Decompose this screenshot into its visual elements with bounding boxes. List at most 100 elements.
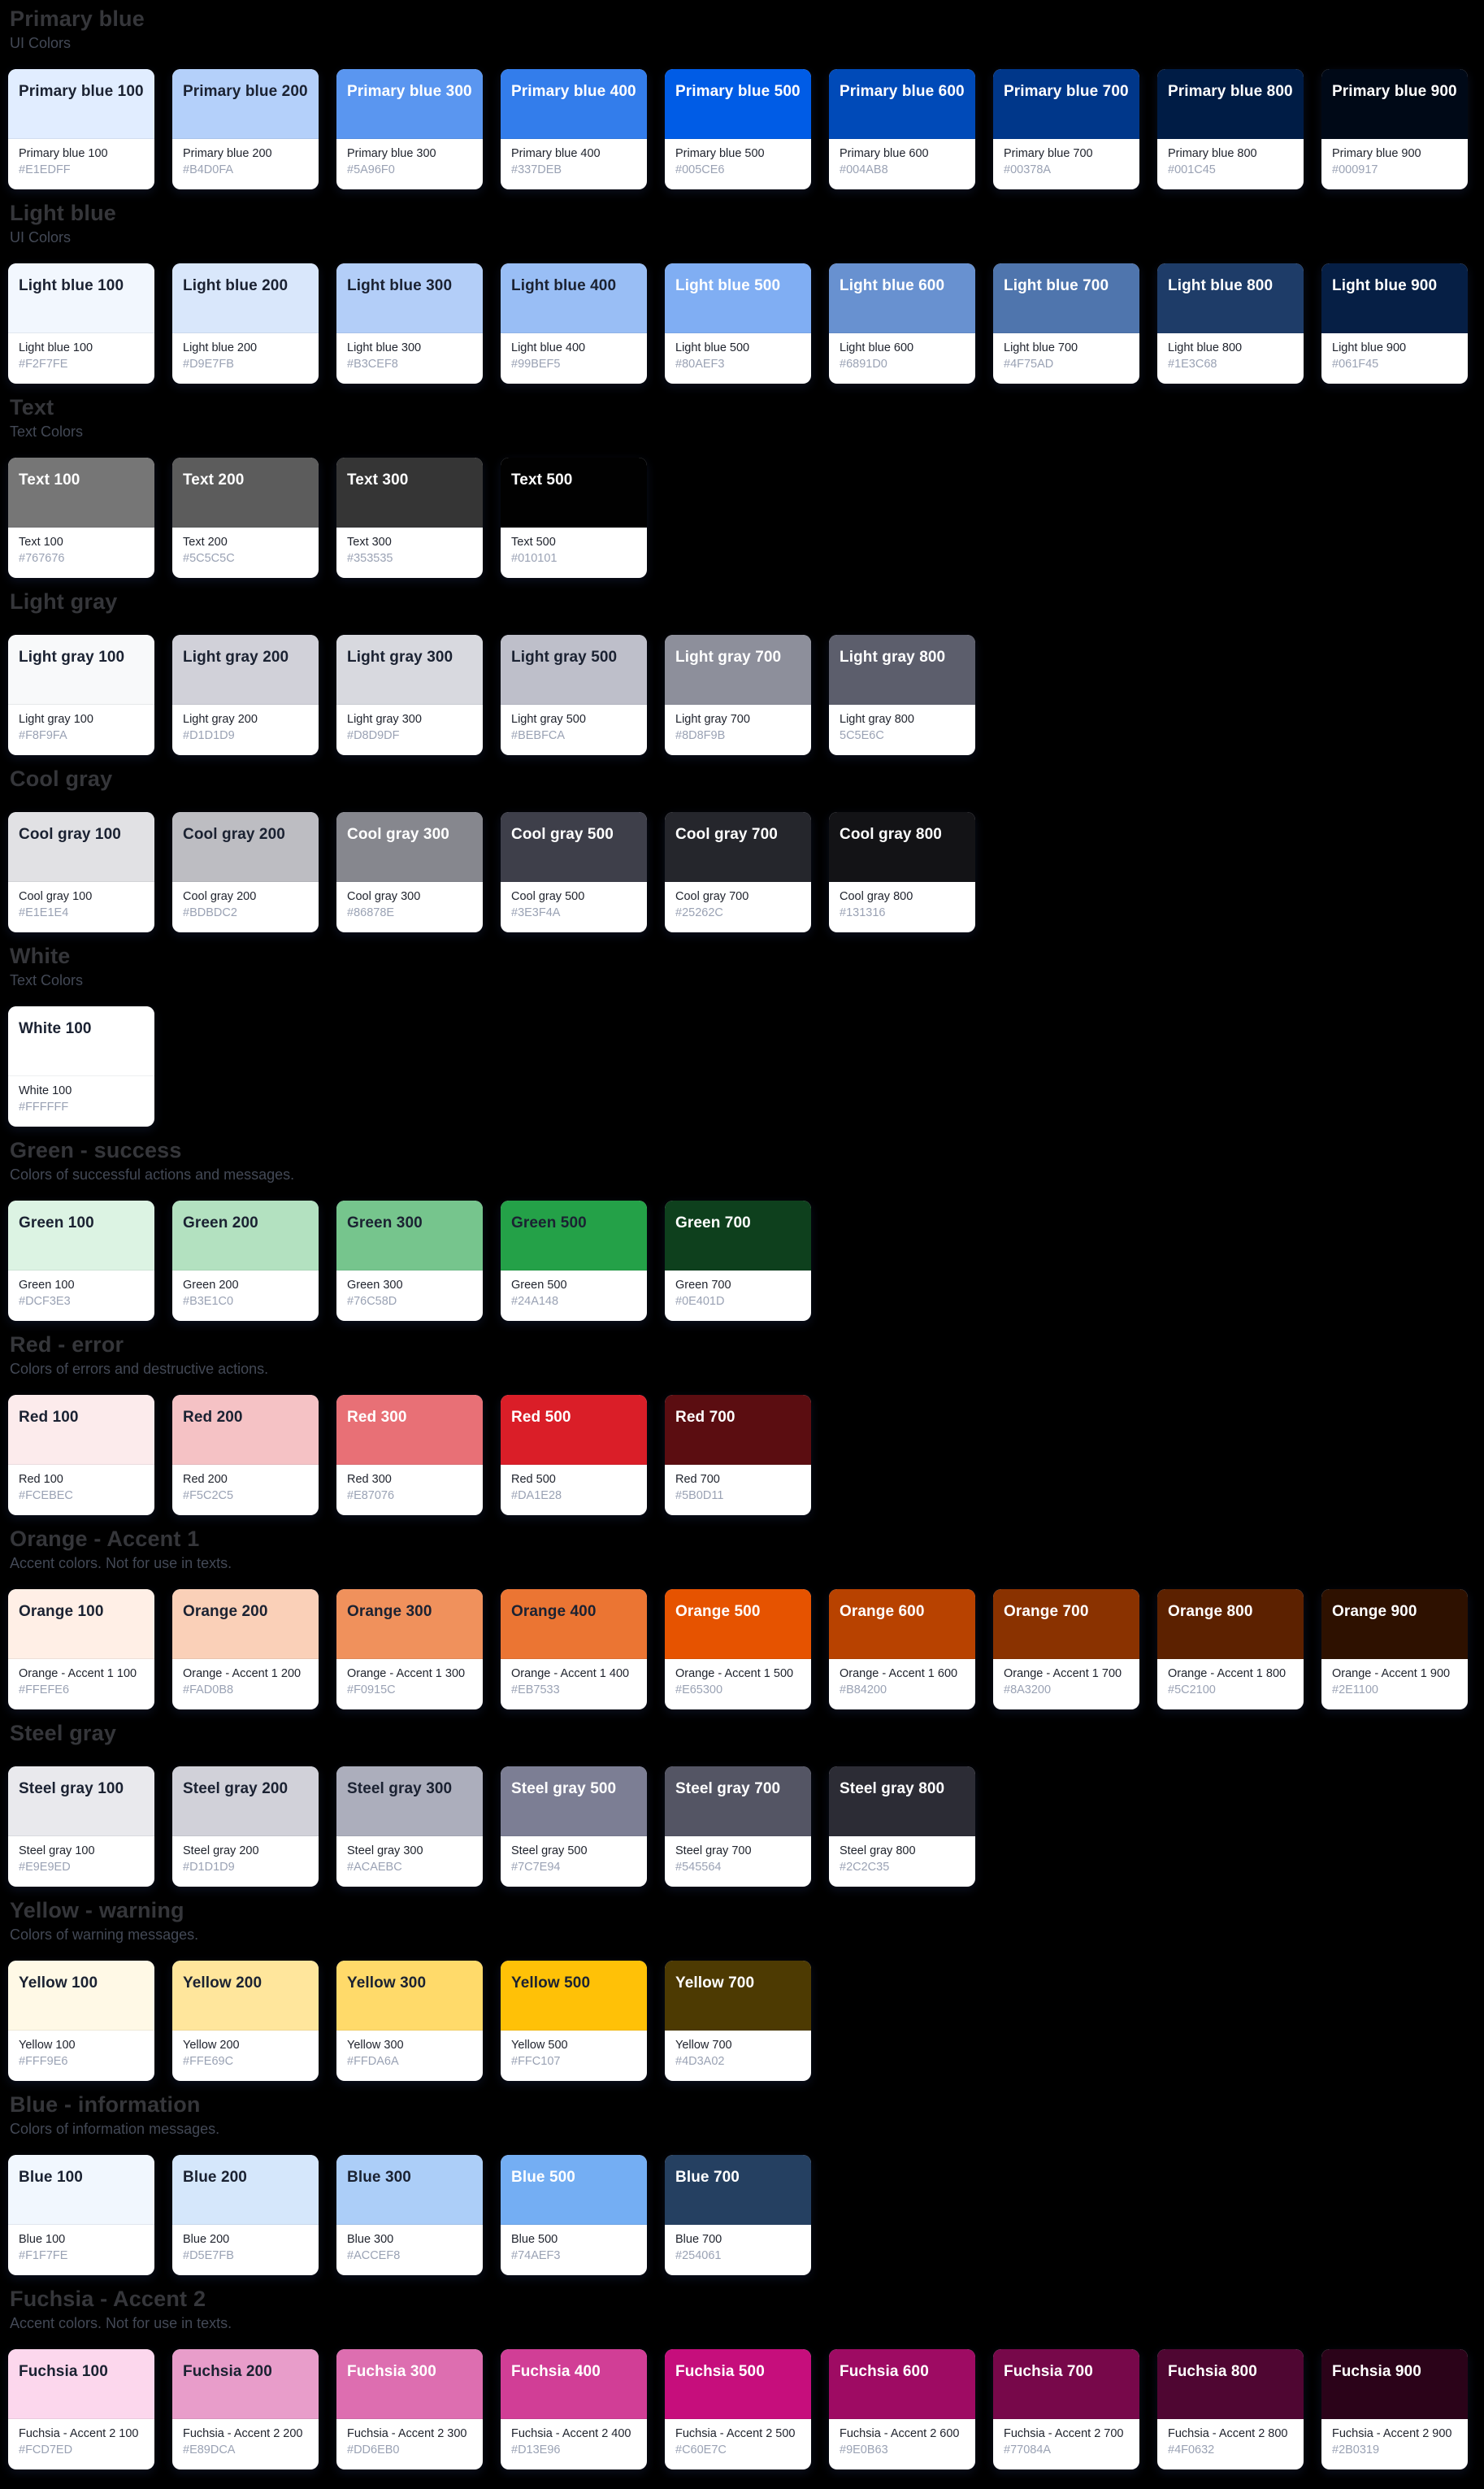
swatch-card-orange-accent-1-200[interactable]: Orange 200 Orange - Accent 1 200 #FAD0B8 <box>172 1589 319 1709</box>
swatch-card-light-blue-200[interactable]: Light blue 200 Light blue 200 #D9E7FB <box>172 263 319 384</box>
swatch-card-light-blue-900[interactable]: Light blue 900 Light blue 900 #061F45 <box>1321 263 1468 384</box>
swatch-card-orange-accent-1-500[interactable]: Orange 500 Orange - Accent 1 500 #E65300 <box>665 1589 811 1709</box>
swatch-card-orange-accent-1-900[interactable]: Orange 900 Orange - Accent 1 900 #2E1100 <box>1321 1589 1468 1709</box>
swatch-meta: Light blue 700 #4F75AD <box>993 333 1139 371</box>
swatch-card-fuchsia-accent-2-900[interactable]: Fuchsia 900 Fuchsia - Accent 2 900 #2B0319 <box>1321 2349 1468 2469</box>
swatch-meta: Fuchsia - Accent 2 800 #4F0632 <box>1157 2419 1304 2457</box>
swatch-card-red-700[interactable]: Red 700 Red 700 #5B0D11 <box>665 1395 811 1515</box>
swatch-card-light-blue-600[interactable]: Light blue 600 Light blue 600 #6891D0 <box>829 263 975 384</box>
swatch-card-orange-accent-1-400[interactable]: Orange 400 Orange - Accent 1 400 #EB7533 <box>501 1589 647 1709</box>
swatch-card-steel-gray-100[interactable]: Steel gray 100 Steel gray 100 #E9E9ED <box>8 1766 154 1887</box>
swatch-card-cool-gray-500[interactable]: Cool gray 500 Cool gray 500 #3E3F4A <box>501 812 647 932</box>
swatch-meta: Light blue 300 #B3CEF8 <box>336 333 483 371</box>
swatch-card-text-200[interactable]: Text 200 Text 200 #5C5C5C <box>172 458 319 578</box>
swatch-card-fuchsia-accent-2-500[interactable]: Fuchsia 500 Fuchsia - Accent 2 500 #C60E7C <box>665 2349 811 2469</box>
swatch-name: Fuchsia - Accent 2 100 <box>19 2427 139 2440</box>
swatch-card-fuchsia-accent-2-800[interactable]: Fuchsia 800 Fuchsia - Accent 2 800 #4F0632 <box>1157 2349 1304 2469</box>
swatch-card-green-200[interactable]: Green 200 Green 200 #B3E1C0 <box>172 1201 319 1321</box>
swatch-card-light-gray-300[interactable]: Light gray 300 Light gray 300 #D8D9DF <box>336 635 483 755</box>
swatch-name: Primary blue 600 <box>840 147 929 160</box>
swatch-card-light-blue-400[interactable]: Light blue 400 Light blue 400 #99BEF5 <box>501 263 647 384</box>
swatch-card-light-gray-100[interactable]: Light gray 100 Light gray 100 #F8F9FA <box>8 635 154 755</box>
swatch-card-cool-gray-800[interactable]: Cool gray 800 Cool gray 800 #131316 <box>829 812 975 932</box>
swatch-card-blue-100[interactable]: Blue 100 Blue 100 #F1F7FE <box>8 2155 154 2275</box>
color-swatch: Orange 500 <box>665 1589 811 1659</box>
swatch-card-cool-gray-200[interactable]: Cool gray 200 Cool gray 200 #BDBDC2 <box>172 812 319 932</box>
swatch-card-steel-gray-200[interactable]: Steel gray 200 Steel gray 200 #D1D1D9 <box>172 1766 319 1887</box>
swatch-card-red-100[interactable]: Red 100 Red 100 #FCEBEC <box>8 1395 154 1515</box>
swatch-card-steel-gray-500[interactable]: Steel gray 500 Steel gray 500 #7C7E94 <box>501 1766 647 1887</box>
swatch-card-yellow-100[interactable]: Yellow 100 Yellow 100 #FFF9E6 <box>8 1961 154 2081</box>
swatch-card-fuchsia-accent-2-100[interactable]: Fuchsia 100 Fuchsia - Accent 2 100 #FCD7ED <box>8 2349 154 2469</box>
swatch-card-green-300[interactable]: Green 300 Green 300 #76C58D <box>336 1201 483 1321</box>
swatch-card-orange-accent-1-100[interactable]: Orange 100 Orange - Accent 1 100 #FFEFE6 <box>8 1589 154 1709</box>
swatch-card-light-gray-500[interactable]: Light gray 500 Light gray 500 #BEBFCA <box>501 635 647 755</box>
swatch-card-steel-gray-300[interactable]: Steel gray 300 Steel gray 300 #ACAEBC <box>336 1766 483 1887</box>
swatch-card-red-300[interactable]: Red 300 Red 300 #E87076 <box>336 1395 483 1515</box>
swatch-card-primary-blue-700[interactable]: Primary blue 700 Primary blue 700 #00378A <box>993 69 1139 189</box>
color-palette-page: Primary blue UI Colors Primary blue 100 Pri… <box>8 7 1484 2469</box>
color-swatch: Fuchsia 200 <box>172 2349 319 2419</box>
swatch-card-white-100[interactable]: White 100 White 100 #FFFFFF <box>8 1006 154 1127</box>
color-swatch: Text 100 <box>8 458 154 528</box>
swatch-hex: #F5C2C5 <box>183 1489 234 1502</box>
swatch-card-blue-700[interactable]: Blue 700 Blue 700 #254061 <box>665 2155 811 2275</box>
swatch-title: Fuchsia 500 <box>675 2363 765 2380</box>
swatch-card-blue-200[interactable]: Blue 200 Blue 200 #D5E7FB <box>172 2155 319 2275</box>
color-swatch: Cool gray 100 <box>8 812 154 882</box>
swatch-card-orange-accent-1-700[interactable]: Orange 700 Orange - Accent 1 700 #8A3200 <box>993 1589 1139 1709</box>
section-red-error: Red - error Colors of errors and destruct… <box>8 1332 1484 1515</box>
swatch-card-green-700[interactable]: Green 700 Green 700 #0E401D <box>665 1201 811 1321</box>
swatch-card-primary-blue-200[interactable]: Primary blue 200 Primary blue 200 #B4D0FA <box>172 69 319 189</box>
section-primary-blue: Primary blue UI Colors Primary blue 100 Pri… <box>8 7 1484 189</box>
swatch-card-orange-accent-1-600[interactable]: Orange 600 Orange - Accent 1 600 #B84200 <box>829 1589 975 1709</box>
swatch-card-text-300[interactable]: Text 300 Text 300 #353535 <box>336 458 483 578</box>
swatch-title: Steel gray 700 <box>675 1780 781 1797</box>
swatch-card-primary-blue-600[interactable]: Primary blue 600 Primary blue 600 #004AB8 <box>829 69 975 189</box>
swatch-card-red-200[interactable]: Red 200 Red 200 #F5C2C5 <box>172 1395 319 1515</box>
swatch-card-cool-gray-100[interactable]: Cool gray 100 Cool gray 100 #E1E1E4 <box>8 812 154 932</box>
swatch-card-steel-gray-700[interactable]: Steel gray 700 Steel gray 700 #545564 <box>665 1766 811 1887</box>
swatch-card-fuchsia-accent-2-200[interactable]: Fuchsia 200 Fuchsia - Accent 2 200 #E89DCA <box>172 2349 319 2469</box>
swatch-card-light-blue-700[interactable]: Light blue 700 Light blue 700 #4F75AD <box>993 263 1139 384</box>
swatch-card-text-100[interactable]: Text 100 Text 100 #767676 <box>8 458 154 578</box>
swatch-card-primary-blue-100[interactable]: Primary blue 100 Primary blue 100 #E1EDFF <box>8 69 154 189</box>
swatch-card-steel-gray-800[interactable]: Steel gray 800 Steel gray 800 #2C2C35 <box>829 1766 975 1887</box>
swatch-card-light-blue-300[interactable]: Light blue 300 Light blue 300 #B3CEF8 <box>336 263 483 384</box>
swatch-meta: Orange - Accent 1 300 #F0915C <box>336 1659 483 1697</box>
swatch-card-light-gray-800[interactable]: Light gray 800 Light gray 800 5C5E6C <box>829 635 975 755</box>
swatch-card-cool-gray-300[interactable]: Cool gray 300 Cool gray 300 #86878E <box>336 812 483 932</box>
swatch-card-yellow-200[interactable]: Yellow 200 Yellow 200 #FFE69C <box>172 1961 319 2081</box>
swatch-card-yellow-500[interactable]: Yellow 500 Yellow 500 #FFC107 <box>501 1961 647 2081</box>
swatch-card-orange-accent-1-300[interactable]: Orange 300 Orange - Accent 1 300 #F0915C <box>336 1589 483 1709</box>
swatch-card-light-gray-200[interactable]: Light gray 200 Light gray 200 #D1D1D9 <box>172 635 319 755</box>
swatch-card-cool-gray-700[interactable]: Cool gray 700 Cool gray 700 #25262C <box>665 812 811 932</box>
swatch-meta: Fuchsia - Accent 2 700 #77084A <box>993 2419 1139 2457</box>
swatch-card-orange-accent-1-800[interactable]: Orange 800 Orange - Accent 1 800 #5C2100 <box>1157 1589 1304 1709</box>
swatch-card-fuchsia-accent-2-700[interactable]: Fuchsia 700 Fuchsia - Accent 2 700 #77084A <box>993 2349 1139 2469</box>
swatch-name: Green 500 <box>511 1279 567 1292</box>
swatch-card-green-100[interactable]: Green 100 Green 100 #DCF3E3 <box>8 1201 154 1321</box>
swatch-card-yellow-700[interactable]: Yellow 700 Yellow 700 #4D3A02 <box>665 1961 811 2081</box>
swatch-card-text-500[interactable]: Text 500 Text 500 #010101 <box>501 458 647 578</box>
swatch-card-fuchsia-accent-2-300[interactable]: Fuchsia 300 Fuchsia - Accent 2 300 #DD6EB0 <box>336 2349 483 2469</box>
swatch-card-primary-blue-900[interactable]: Primary blue 900 Primary blue 900 #000917 <box>1321 69 1468 189</box>
swatch-card-light-blue-800[interactable]: Light blue 800 Light blue 800 #1E3C68 <box>1157 263 1304 384</box>
swatch-card-green-500[interactable]: Green 500 Green 500 #24A148 <box>501 1201 647 1321</box>
swatch-hex: #ACCEF8 <box>347 2249 401 2262</box>
swatch-card-light-gray-700[interactable]: Light gray 700 Light gray 700 #8D8F9B <box>665 635 811 755</box>
swatch-card-yellow-300[interactable]: Yellow 300 Yellow 300 #FFDA6A <box>336 1961 483 2081</box>
swatch-card-fuchsia-accent-2-400[interactable]: Fuchsia 400 Fuchsia - Accent 2 400 #D13E96 <box>501 2349 647 2469</box>
swatch-card-light-blue-500[interactable]: Light blue 500 Light blue 500 #80AEF3 <box>665 263 811 384</box>
swatch-meta: Red 300 #E87076 <box>336 1465 483 1503</box>
swatch-card-red-500[interactable]: Red 500 Red 500 #DA1E28 <box>501 1395 647 1515</box>
section-subtitle: Colors of warning messages. <box>10 1926 199 1943</box>
swatch-card-blue-500[interactable]: Blue 500 Blue 500 #74AEF3 <box>501 2155 647 2275</box>
swatch-card-blue-300[interactable]: Blue 300 Blue 300 #ACCEF8 <box>336 2155 483 2275</box>
swatch-card-primary-blue-400[interactable]: Primary blue 400 Primary blue 400 #337DEB <box>501 69 647 189</box>
swatch-card-primary-blue-800[interactable]: Primary blue 800 Primary blue 800 #001C45 <box>1157 69 1304 189</box>
swatch-card-primary-blue-300[interactable]: Primary blue 300 Primary blue 300 #5A96F0 <box>336 69 483 189</box>
swatch-card-light-blue-100[interactable]: Light blue 100 Light blue 100 #F2F7FE <box>8 263 154 384</box>
swatch-card-primary-blue-500[interactable]: Primary blue 500 Primary blue 500 #005CE6 <box>665 69 811 189</box>
swatch-card-fuchsia-accent-2-600[interactable]: Fuchsia 600 Fuchsia - Accent 2 600 #9E0B63 <box>829 2349 975 2469</box>
